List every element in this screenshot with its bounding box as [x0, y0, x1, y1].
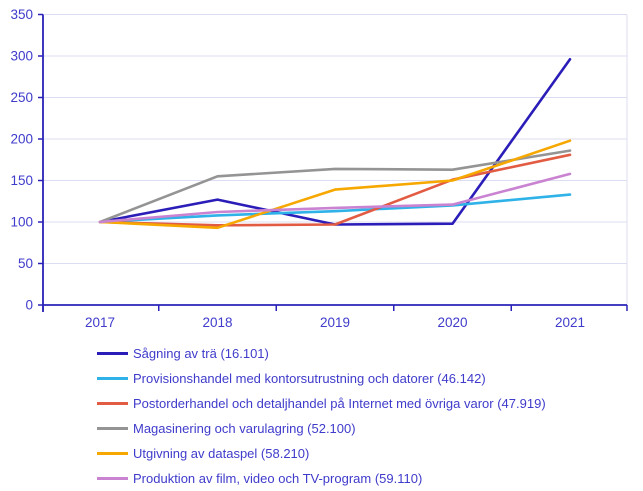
y-tick-label: 350	[10, 7, 33, 22]
legend-label: Utgivning av dataspel (58.210)	[133, 446, 310, 461]
x-tick-label: 2021	[555, 315, 585, 330]
series-line	[98, 193, 572, 224]
x-tick-label: 2019	[320, 315, 350, 330]
legend-item: Magasinering och varulagring (52.100)	[97, 416, 546, 441]
x-tick-label: 2018	[202, 315, 232, 330]
series-line	[98, 172, 572, 224]
series-line	[98, 149, 572, 224]
y-tick-label: 150	[10, 173, 33, 188]
x-tick-label: 2020	[437, 315, 467, 330]
legend-swatch-icon	[97, 477, 128, 480]
y-tick-label: 250	[10, 90, 33, 105]
plot-area: 0 50 100 150 200 250 300 350 2017 2018 2019 2020 202…	[10, 7, 628, 330]
legend-item: Utgivning av dataspel (58.210)	[97, 441, 546, 466]
series-line	[98, 153, 572, 227]
legend-item: Sågning av trä (16.101)	[97, 341, 546, 366]
y-tick-label: 100	[10, 215, 33, 230]
legend-swatch-icon	[97, 377, 128, 380]
legend-label: Produktion av film, video och TV-program…	[133, 471, 423, 486]
y-tick-label: 200	[10, 132, 33, 147]
legend-swatch-icon	[97, 427, 128, 430]
legend-label: Sågning av trä (16.101)	[133, 346, 269, 361]
y-tick-label: 50	[18, 256, 33, 271]
series-line	[98, 139, 572, 230]
y-tick-label: 300	[10, 49, 33, 64]
x-tick-label: 2017	[85, 315, 115, 330]
legend-swatch-icon	[97, 452, 128, 455]
legend-swatch-icon	[97, 352, 128, 355]
legend-label: Postorderhandel och detaljhandel på Inte…	[133, 396, 546, 411]
legend: Sågning av trä (16.101) Provisionshandel …	[97, 341, 546, 491]
legend-item: Postorderhandel och detaljhandel på Inte…	[97, 391, 546, 416]
legend-label: Provisionshandel med kontorsutrustning o…	[133, 371, 486, 386]
series-line	[98, 57, 572, 226]
y-tick-label: 0	[25, 298, 33, 313]
legend-item: Provisionshandel med kontorsutrustning o…	[97, 366, 546, 391]
legend-label: Magasinering och varulagring (52.100)	[133, 421, 356, 436]
legend-item: Produktion av film, video och TV-program…	[97, 466, 546, 491]
legend-swatch-icon	[97, 402, 128, 405]
